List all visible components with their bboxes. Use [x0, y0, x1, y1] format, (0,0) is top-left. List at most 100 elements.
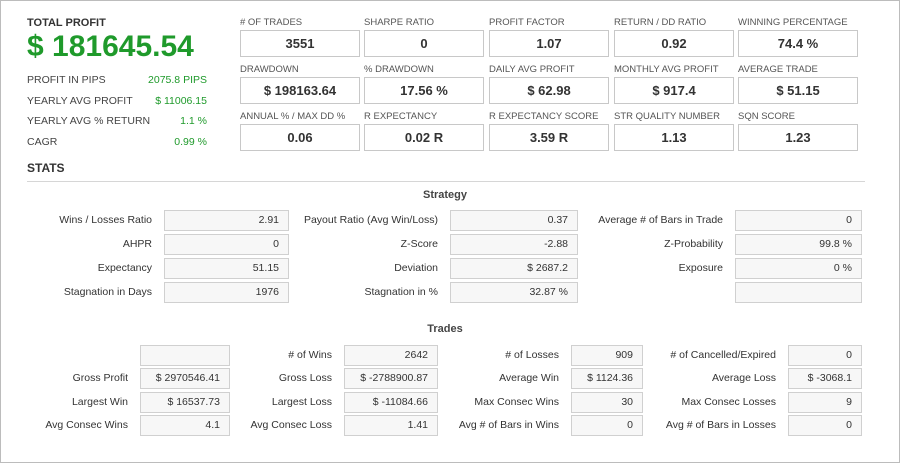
metric-label: ANNUAL % / MAX DD % — [240, 111, 346, 122]
trades-value: 0 — [571, 415, 643, 436]
trades-label: Average Win — [499, 372, 559, 384]
metric-value: 74.4 % — [738, 30, 858, 57]
metric-drawdown: DRAWDOWN $ 198163.64 — [240, 64, 360, 104]
metric-r-expectancy: R EXPECTANCY 0.02 R — [364, 111, 484, 151]
metric-value: $ 62.98 — [489, 77, 609, 104]
trades-value: 0 — [788, 415, 862, 436]
metric-profit-factor: PROFIT FACTOR 1.07 — [489, 17, 609, 57]
trades-value — [140, 345, 230, 366]
metric-value: 3551 — [240, 30, 360, 57]
metric-value: 1.23 — [738, 124, 858, 151]
summary-row-value: $ 11006.15 — [155, 95, 207, 107]
strategy-label: Deviation — [394, 262, 438, 274]
strategy-label: Z-Score — [400, 238, 438, 250]
strategy-value: 1976 — [164, 282, 289, 303]
trades-label: Average Loss — [711, 372, 776, 384]
summary-row-label: YEARLY AVG % RETURN — [27, 115, 151, 127]
trades-label: Gross Loss — [278, 372, 332, 384]
metric-value: 0.02 R — [364, 124, 484, 151]
metric-monthly-avg-profit: MONTHLY AVG PROFIT $ 917.4 — [614, 64, 734, 104]
trades-value: 909 — [571, 345, 643, 366]
metric-value: 0.92 — [614, 30, 734, 57]
summary-row-label: YEARLY AVG PROFIT — [27, 95, 133, 107]
trades-label: Largest Loss — [271, 396, 332, 408]
metric-value: 17.56 % — [364, 77, 484, 104]
metric-label: SQN SCORE — [738, 111, 796, 122]
stats-title: STATS — [27, 161, 65, 175]
strategy-label — [580, 286, 723, 300]
metric-label: % DRAWDOWN — [364, 64, 434, 75]
trades-label: Largest Win — [71, 396, 128, 408]
metric-label: RETURN / DD RATIO — [614, 17, 707, 28]
strategy-value: 0.37 — [450, 210, 578, 231]
strategy-label: Payout Ratio (Avg Win/Loss) — [303, 214, 438, 226]
strategy-value: 0 — [735, 210, 862, 231]
strategy-label: Z-Probability — [664, 238, 723, 250]
trades-value: 4.1 — [140, 415, 230, 436]
metric-str-quality-number: STR QUALITY NUMBER 1.13 — [614, 111, 734, 151]
trades-label: Max Consec Wins — [474, 396, 559, 408]
metric-value: 3.59 R — [489, 124, 609, 151]
summary-row-yearly-avg-return: YEARLY AVG % RETURN 1.1 % — [27, 115, 207, 129]
summary-row-profit-in-pips: PROFIT IN PIPS 2075.8 PIPS — [27, 74, 207, 88]
summary-row-label: CAGR — [27, 136, 58, 148]
metric-r-expectancy-score: R EXPECTANCY SCORE 3.59 R — [489, 111, 609, 151]
metric-label: WINNING PERCENTAGE — [738, 17, 848, 28]
trades-label: Avg Consec Loss — [250, 419, 332, 431]
trades-value: $ -11084.66 — [344, 392, 438, 413]
strategy-title: Strategy — [422, 189, 468, 201]
strategy-value — [735, 282, 862, 303]
metric-label: # OF TRADES — [240, 17, 303, 28]
metric-label: DRAWDOWN — [240, 64, 299, 75]
trades-value: 30 — [571, 392, 643, 413]
trades-label: # of Losses — [505, 349, 559, 361]
strategy-value: 0 % — [735, 258, 862, 279]
summary-row-label: PROFIT IN PIPS — [27, 74, 106, 86]
summary-row-value: 1.1 % — [180, 115, 207, 127]
metric-percent-drawdown: % DRAWDOWN 17.56 % — [364, 64, 484, 104]
trades-value: $ -3068.1 — [788, 368, 862, 389]
metric-label: STR QUALITY NUMBER — [614, 111, 720, 122]
metric-average-trade: AVERAGE TRADE $ 51.15 — [738, 64, 858, 104]
trades-label: # of Wins — [288, 349, 332, 361]
trades-value: 2642 — [344, 345, 438, 366]
metric-return-dd-ratio: RETURN / DD RATIO 0.92 — [614, 17, 734, 57]
trades-label: Gross Profit — [72, 372, 128, 384]
total-profit-value: $ 181645.54 — [27, 30, 194, 63]
summary-row-cagr: CAGR 0.99 % — [27, 136, 207, 150]
metric-daily-avg-profit: DAILY AVG PROFIT $ 62.98 — [489, 64, 609, 104]
trades-label: Avg # of Bars in Losses — [665, 419, 776, 431]
strategy-value: 2.91 — [164, 210, 289, 231]
summary-row-value: 0.99 % — [174, 136, 207, 148]
strategy-label: AHPR — [122, 238, 152, 250]
trades-label: # of Cancelled/Expired — [670, 349, 776, 361]
trades-label: Avg Consec Wins — [45, 419, 128, 431]
summary-row-value: 2075.8 PIPS — [148, 74, 207, 86]
trades-value: 0 — [788, 345, 862, 366]
metric-value: 1.07 — [489, 30, 609, 57]
summary-row-yearly-avg-profit: YEARLY AVG PROFIT $ 11006.15 — [27, 95, 207, 109]
trades-value: $ 1124.36 — [571, 368, 643, 389]
strategy-value: 51.15 — [164, 258, 289, 279]
stats-divider — [27, 181, 865, 182]
strategy-value: -2.88 — [450, 234, 578, 255]
metric-number-of-trades: # OF TRADES 3551 — [240, 17, 360, 57]
strategy-value: $ 2687.2 — [450, 258, 578, 279]
metric-value: 0.06 — [240, 124, 360, 151]
metric-label: AVERAGE TRADE — [738, 64, 818, 75]
metric-label: R EXPECTANCY — [364, 111, 438, 122]
metric-value: $ 198163.64 — [240, 77, 360, 104]
strategy-value: 32.87 % — [450, 282, 578, 303]
trades-value: $ 16537.73 — [140, 392, 230, 413]
trades-value: 9 — [788, 392, 862, 413]
strategy-label: Wins / Losses Ratio — [59, 214, 152, 226]
strategy-value: 0 — [164, 234, 289, 255]
metric-value: $ 51.15 — [738, 77, 858, 104]
strategy-value: 99.8 % — [735, 234, 862, 255]
metric-label: R EXPECTANCY SCORE — [489, 111, 599, 122]
metric-label: SHARPE RATIO — [364, 17, 435, 28]
total-profit-label: TOTAL PROFIT — [27, 17, 106, 29]
metric-sqn-score: SQN SCORE 1.23 — [738, 111, 858, 151]
strategy-label: Average # of Bars in Trade — [598, 214, 723, 226]
strategy-label: Stagnation in % — [364, 286, 438, 298]
